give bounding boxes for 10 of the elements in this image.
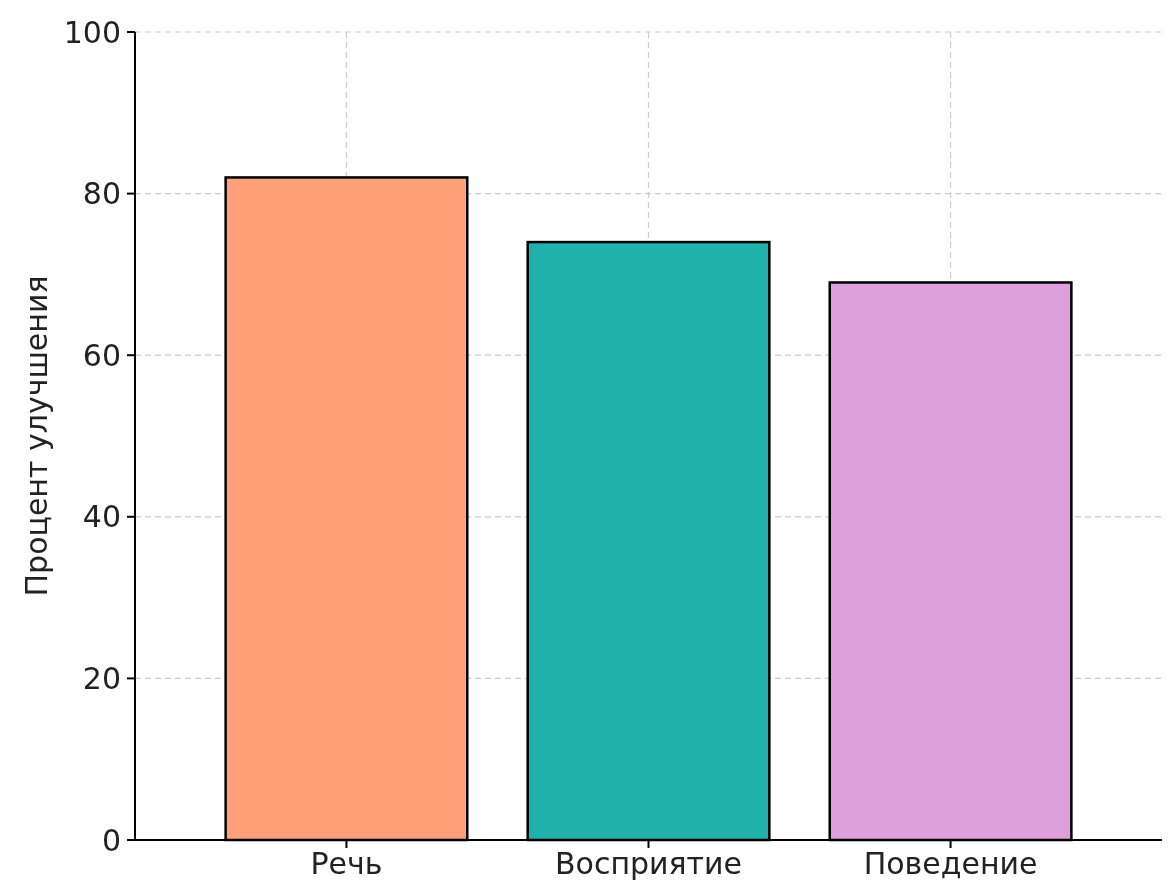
x-tick-label: Поведение [863, 846, 1038, 881]
x-tick-label: Восприятие [554, 846, 743, 881]
y-tick-label: 60 [82, 337, 121, 373]
y-tick-label: 100 [63, 14, 121, 50]
x-tick-label: Речь [310, 846, 383, 881]
y-axis-title: Процент улучшения [19, 275, 54, 597]
y-tick-label: 40 [82, 499, 121, 535]
y-tick-label: 80 [82, 176, 121, 212]
y-tick-label: 20 [82, 660, 121, 696]
y-tick-label: 0 [101, 822, 121, 858]
